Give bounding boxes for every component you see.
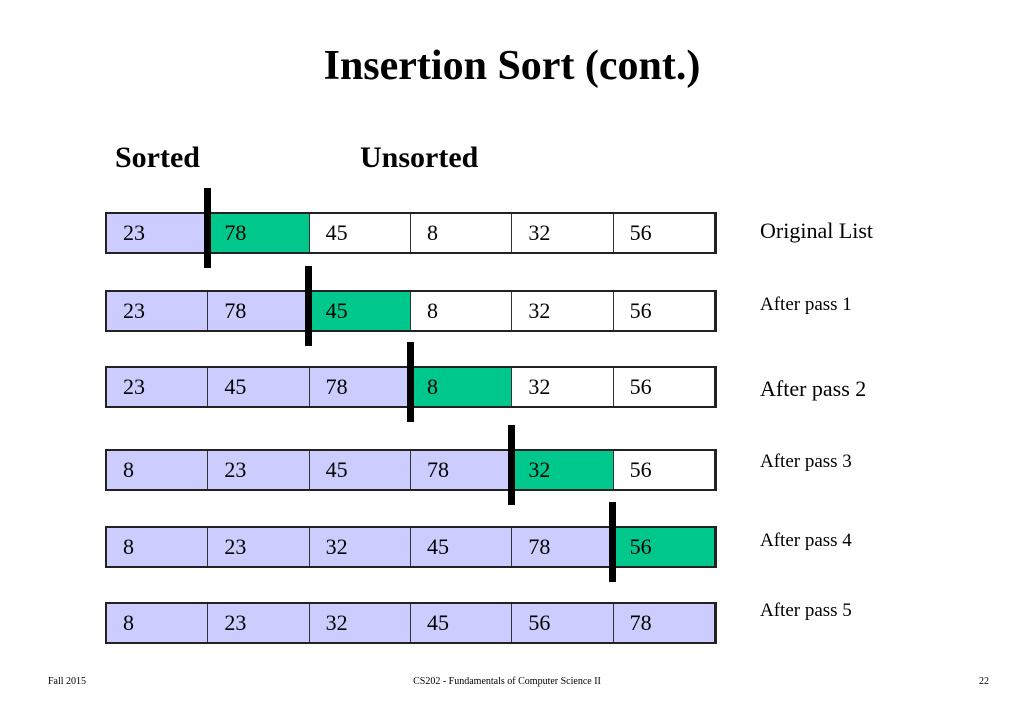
array-cell-sorted: 78 xyxy=(309,368,411,406)
array-cell-sorted: 23 xyxy=(107,214,209,252)
footer-page-number: 22 xyxy=(979,676,989,687)
array-cell-sorted: 23 xyxy=(107,368,209,406)
row-label: Original List xyxy=(760,218,874,243)
array-cell-unsorted: 56 xyxy=(613,451,714,489)
array-cell-sorted: 78 xyxy=(208,292,310,330)
array-cell-sorted: 45 xyxy=(309,451,411,489)
sorted-boundary-marker xyxy=(608,502,616,582)
array-cell-sorted: 23 xyxy=(208,604,310,642)
array-cell-sorted: 45 xyxy=(410,528,513,566)
array-cell-unsorted: 32 xyxy=(512,292,614,330)
array-row: 23 78 45 8 32 56 xyxy=(105,290,717,332)
array-cell-sorted: 45 xyxy=(208,368,310,406)
array-row: 8 23 45 78 32 56 xyxy=(105,449,717,491)
row-label: After pass 2 xyxy=(760,376,867,401)
sorted-heading: Sorted xyxy=(115,141,200,174)
array-cell-sorted: 78 xyxy=(512,528,614,566)
array-cell-sorted: 45 xyxy=(410,604,513,642)
sorted-boundary-marker xyxy=(406,342,414,422)
array-cell-current: 32 xyxy=(512,451,614,489)
array-cell-unsorted: 8 xyxy=(410,292,513,330)
array-cell-sorted: 23 xyxy=(208,528,310,566)
sorted-boundary-marker xyxy=(507,425,515,505)
array-cell-unsorted: 56 xyxy=(613,214,714,252)
row-label: After pass 4 xyxy=(760,530,852,551)
array-row: 8 23 32 45 78 56 xyxy=(105,526,717,568)
slide-title: Insertion Sort (cont.) xyxy=(323,43,701,89)
array-cell-sorted: 23 xyxy=(107,292,209,330)
array-cell-unsorted: 8 xyxy=(410,214,513,252)
array-cell-sorted: 78 xyxy=(410,451,513,489)
array-cell-sorted: 8 xyxy=(107,451,209,489)
array-cell-unsorted: 32 xyxy=(512,214,614,252)
array-cell-unsorted: 56 xyxy=(613,292,714,330)
array-cell-current: 78 xyxy=(208,214,310,252)
array-cell-current: 56 xyxy=(613,528,714,566)
array-cell-unsorted: 45 xyxy=(309,214,411,252)
row-label: After pass 5 xyxy=(760,600,852,621)
unsorted-heading: Unsorted xyxy=(360,141,479,174)
row-label: After pass 3 xyxy=(760,451,852,472)
array-cell-sorted: 32 xyxy=(309,528,411,566)
array-row: 8 23 32 45 56 78 xyxy=(105,602,717,644)
footer-course: CS202 - Fundamentals of Computer Science… xyxy=(413,676,601,687)
array-cell-sorted: 8 xyxy=(107,528,209,566)
array-cell-sorted: 78 xyxy=(613,604,714,642)
array-row: 23 78 45 8 32 56 xyxy=(105,212,717,254)
array-cell-current: 8 xyxy=(410,368,513,406)
array-cell-sorted: 23 xyxy=(208,451,310,489)
array-cell-current: 45 xyxy=(309,292,411,330)
array-cell-sorted: 8 xyxy=(107,604,209,642)
sorted-boundary-marker xyxy=(204,188,212,268)
row-label: After pass 1 xyxy=(760,294,852,315)
array-cell-unsorted: 32 xyxy=(512,368,614,406)
footer-term: Fall 2015 xyxy=(48,676,87,687)
array-cell-sorted: 32 xyxy=(309,604,411,642)
array-cell-unsorted: 56 xyxy=(613,368,714,406)
array-cell-sorted: 56 xyxy=(512,604,614,642)
sorted-boundary-marker xyxy=(305,266,313,346)
